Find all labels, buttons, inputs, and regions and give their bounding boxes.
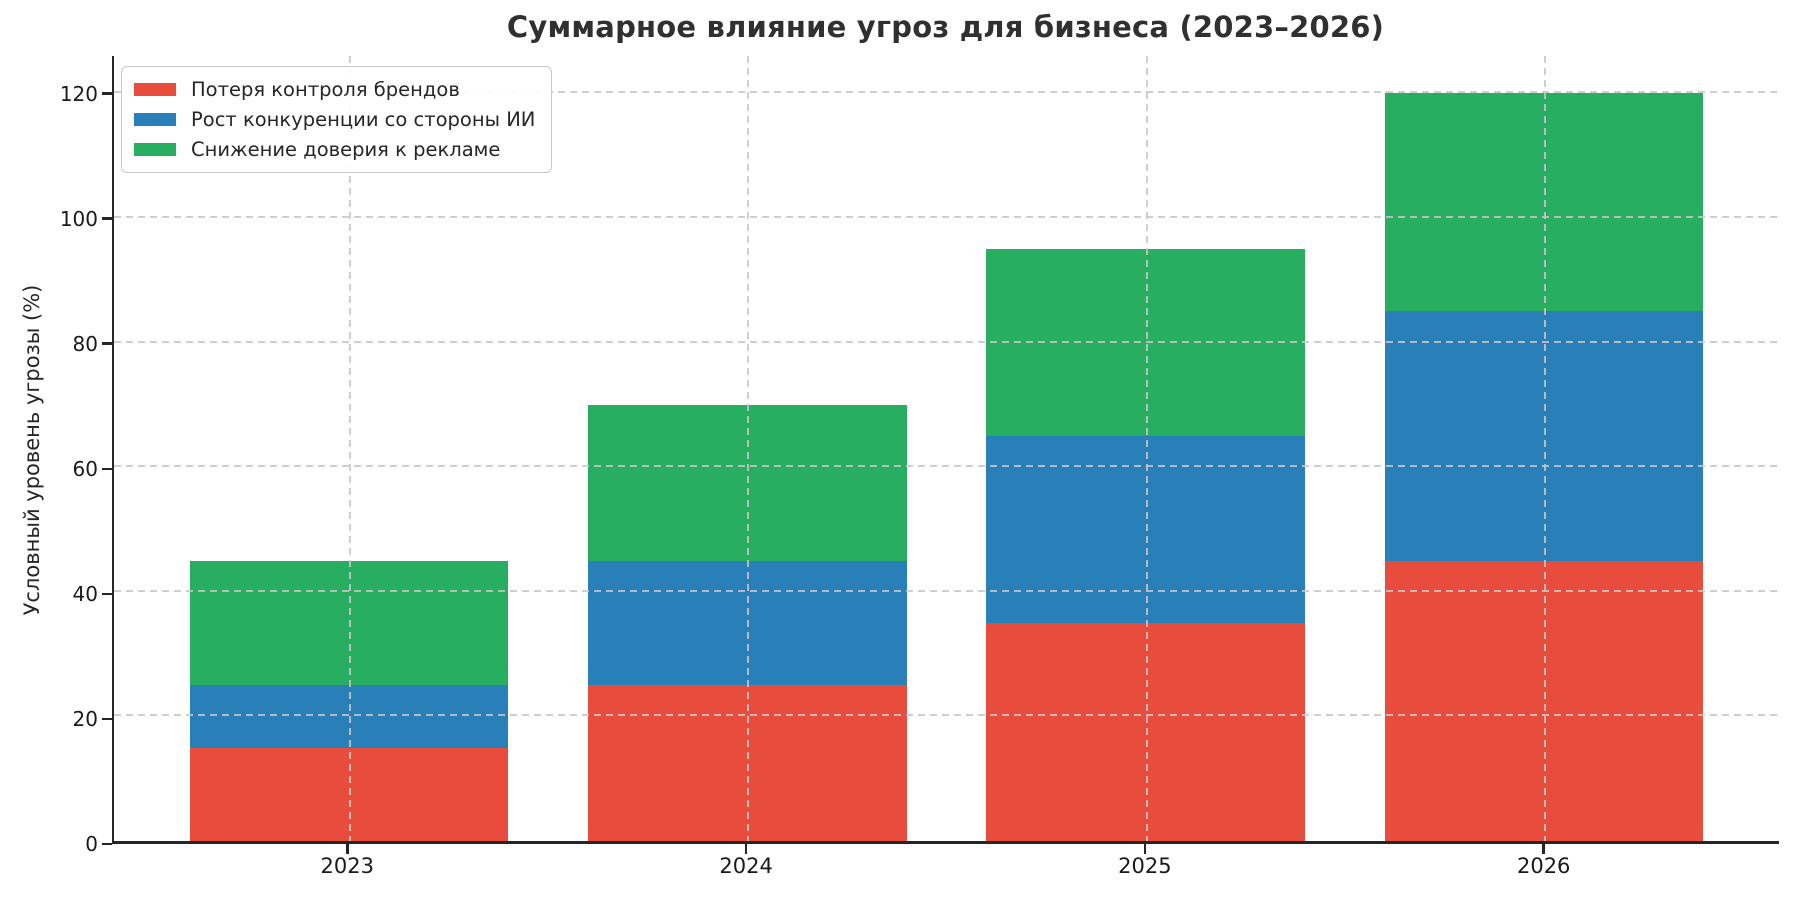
bar-segment bbox=[986, 436, 1305, 623]
legend-label: Рост конкуренции со стороны ИИ bbox=[191, 108, 536, 131]
y-tick-mark bbox=[102, 592, 112, 596]
y-tick-mark bbox=[102, 717, 112, 721]
bar-segment bbox=[986, 249, 1305, 437]
x-tick-label: 2024 bbox=[719, 854, 773, 878]
bar-2023 bbox=[189, 56, 509, 841]
legend-item: Снижение доверия к рекламе bbox=[134, 138, 535, 161]
y-tick-mark bbox=[102, 342, 112, 345]
bar-segment bbox=[189, 685, 509, 748]
bar-segment bbox=[1384, 93, 1704, 312]
legend-item: Рост конкуренции со стороны ИИ bbox=[134, 108, 535, 131]
legend-item: Потеря контроля брендов bbox=[134, 78, 535, 101]
bar-segment bbox=[1384, 311, 1704, 561]
y-tick-label: 40 bbox=[72, 581, 98, 606]
y-tick-label: 0 bbox=[85, 832, 98, 856]
bar-segment bbox=[986, 622, 1305, 841]
legend-label: Снижение доверия к рекламе bbox=[191, 138, 501, 161]
legend-swatch-red bbox=[134, 83, 176, 96]
chart-title: Суммарное влияние угроз для бизнеса (202… bbox=[506, 10, 1385, 44]
y-tick-mark bbox=[102, 467, 112, 470]
legend: Потеря контроля брендов Рост конкуренции… bbox=[121, 66, 553, 173]
bar-2024 bbox=[588, 56, 907, 841]
bar-segment bbox=[189, 560, 509, 686]
x-tick-mark bbox=[1542, 844, 1545, 854]
y-tick-mark bbox=[102, 217, 112, 220]
x-tick-label: 2023 bbox=[320, 854, 374, 878]
y-tick-mark bbox=[102, 842, 112, 846]
bar-segment bbox=[588, 685, 907, 841]
x-tick-mark bbox=[744, 844, 748, 854]
legend-swatch-blue bbox=[134, 113, 176, 126]
y-tick-label: 80 bbox=[72, 331, 98, 356]
y-tick-label: 120 bbox=[59, 81, 98, 106]
y-tick-mark bbox=[102, 92, 112, 95]
y-tick-label: 20 bbox=[72, 706, 98, 731]
x-tick-mark bbox=[346, 844, 349, 854]
bar-2026 bbox=[1384, 56, 1704, 841]
plot-area: Потеря контроля брендов Рост конкуренции… bbox=[112, 56, 1779, 844]
x-tick-label: 2025 bbox=[1118, 854, 1172, 878]
bar-segment bbox=[588, 404, 907, 561]
bar-segment bbox=[189, 747, 509, 841]
bars-layer bbox=[114, 56, 1779, 841]
bar-2025 bbox=[986, 56, 1305, 841]
x-tick-label: 2026 bbox=[1516, 854, 1571, 878]
x-tick-mark bbox=[1143, 844, 1147, 854]
y-tick-label: 60 bbox=[72, 456, 98, 481]
legend-label: Потеря контроля брендов bbox=[191, 78, 460, 101]
y-tick-label: 100 bbox=[59, 206, 98, 231]
legend-swatch-green bbox=[134, 143, 176, 156]
bar-segment bbox=[588, 560, 907, 686]
bar-segment bbox=[1384, 560, 1704, 841]
